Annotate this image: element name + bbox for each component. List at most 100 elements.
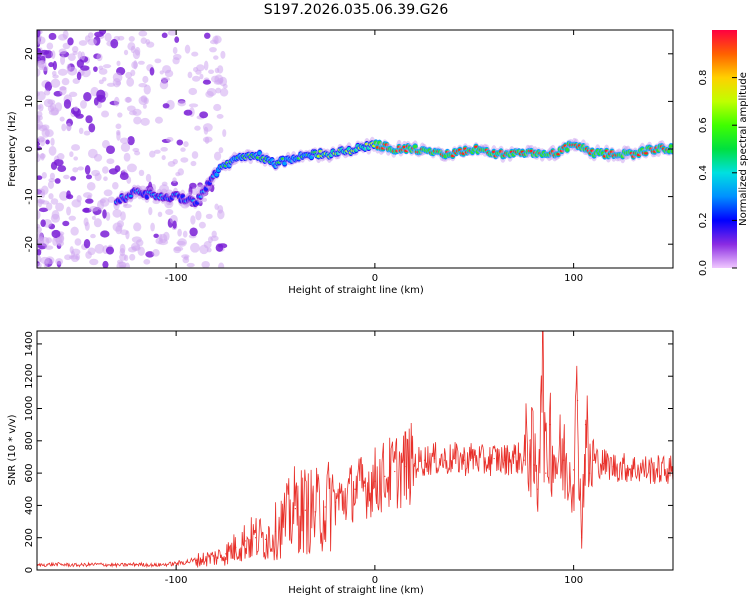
spectrogram-noise-blob <box>191 151 199 159</box>
spectrogram-noise-blob <box>214 203 219 210</box>
y-tick-label: -10 <box>24 188 35 204</box>
spectrogram-noise-blob <box>119 264 125 268</box>
snr-data-point <box>602 462 605 465</box>
spectrogram-noise-blob <box>102 260 109 268</box>
spectrogram-noise-blob <box>140 117 150 126</box>
spectrogram-noise-blob <box>40 256 50 265</box>
spectrogram-noise-blob <box>116 131 121 141</box>
spectrogram-x-ticks: -100 0 100 <box>165 30 583 284</box>
snr-data-point <box>56 563 58 565</box>
spectrogram-noise-blob <box>106 145 115 155</box>
spectrogram-noise-blob <box>50 137 55 146</box>
spectrogram-noise-blob <box>190 242 200 253</box>
spectrogram-noise-blob <box>195 210 202 221</box>
colorbar-tick-label: 0.4 <box>698 165 709 181</box>
snr-data-point <box>374 480 376 482</box>
spectrogram-noise-blob <box>59 116 65 122</box>
spectrogram-ridge-mid <box>257 151 262 156</box>
spectrogram-noise-blob <box>119 172 129 181</box>
y-tick-label: 20 <box>24 47 35 60</box>
spectrogram-noise-blob <box>102 76 107 82</box>
spectrogram-noise-blob <box>124 96 132 103</box>
spectrogram-noise-blob <box>63 174 70 180</box>
spectrogram-noise-blob <box>48 62 54 68</box>
spectrogram-noise-blob <box>174 36 180 43</box>
x-tick-label: 0 <box>372 273 378 284</box>
snr-data-point <box>96 563 98 565</box>
snr-data-point <box>473 456 475 458</box>
spectrogram-noise-blob <box>201 260 210 268</box>
snr-series-line <box>37 331 673 569</box>
spectrogram-noise-blob <box>142 75 149 84</box>
spectrogram-noise-blob <box>56 153 65 161</box>
snr-data-point <box>584 424 587 426</box>
spectrogram-noise-blob <box>84 165 91 175</box>
spectrogram-noise-blob <box>75 113 84 119</box>
spectrogram-noise-blob <box>202 79 212 85</box>
spectrogram-noise-blob <box>38 137 46 142</box>
snr-data-point <box>423 459 426 461</box>
spectrogram-noise-blob <box>222 83 228 89</box>
spectrogram-noise-blob <box>190 215 196 225</box>
spectrogram-noise-blob <box>101 110 110 118</box>
spectrogram-noise-blob <box>41 171 47 179</box>
spectrogram-noise-blob <box>45 139 50 145</box>
spectrogram-noise-blob <box>177 228 182 237</box>
spectrogram-noise-blob <box>103 176 108 182</box>
spectrogram-noise-blob <box>88 123 96 133</box>
snr-data-point <box>394 470 396 473</box>
spectrogram-noise-blob <box>176 139 184 146</box>
spectrogram-noise-blob <box>117 35 125 41</box>
colorbar: 0.0 0.2 0.4 0.6 0.8 Normalized spectral ampl… <box>698 30 749 276</box>
spectrogram-noise-blob <box>191 51 199 57</box>
spectrogram-noise-blob <box>40 236 50 247</box>
spectrogram-noise-blob <box>37 68 41 77</box>
spectrogram-noise-blob <box>46 42 54 50</box>
spectrogram-noise-blob <box>50 198 59 205</box>
spectrogram-noise-blob <box>157 211 163 218</box>
spectrogram-noise-blob <box>80 100 87 109</box>
spectrogram-noise-blob <box>37 141 41 147</box>
spectrogram-noise-blob <box>48 109 59 116</box>
snr-data-point <box>463 459 465 461</box>
spectrogram-noise-blob <box>37 36 46 45</box>
spectrogram-noise-blob <box>59 191 69 201</box>
spectrogram-noise-blob <box>161 155 166 161</box>
spectrogram-noise-blob <box>207 236 213 244</box>
spectrogram-noise-blob <box>74 238 82 246</box>
spectrogram-noise-blob <box>133 116 142 125</box>
spectrogram-ridge-peak <box>128 194 133 198</box>
spectrogram-noise-blob <box>56 240 65 247</box>
spectrogram-noise-blob <box>105 211 111 222</box>
spectrogram-noise-blob <box>132 49 141 60</box>
spectrogram-noise-blob <box>188 103 199 108</box>
snr-data-point <box>549 424 551 426</box>
spectrogram-noise-blob <box>213 79 223 85</box>
spectrogram-noise-blob <box>53 159 64 167</box>
spectrogram-noise-blob <box>216 114 224 119</box>
colorbar-tick-label: 0.8 <box>698 70 709 86</box>
snr-data-point <box>195 559 197 561</box>
spectrogram-noise-blob <box>37 198 46 204</box>
spectrogram-noise-blob <box>112 208 122 218</box>
colorbar-tick-label: 0.2 <box>698 212 709 228</box>
spectrogram-ridge-peak <box>643 152 648 155</box>
spectrogram-noise-blob <box>37 47 41 53</box>
spectrogram-noise-blob <box>71 144 81 151</box>
spectrogram-noise-blob <box>40 153 45 161</box>
spectrogram-noise-blob <box>94 31 104 37</box>
spectrogram-noise-blob <box>49 172 55 180</box>
spectrogram-noise-blob <box>119 137 129 144</box>
snr-data-point <box>523 459 525 461</box>
colorbar-ticks: 0.0 0.2 0.4 0.6 0.8 <box>698 70 737 276</box>
spectrogram-noise-blob <box>116 60 121 67</box>
spectrogram-noise-blob <box>172 158 178 165</box>
spectrogram-noise-blob <box>217 205 224 214</box>
snr-data-point <box>483 461 485 463</box>
spectrogram-y-label: Frequency (Hz) <box>7 111 18 187</box>
snr-y-ticks: 0 200 400 600 800 1000 1200 1400 <box>24 331 673 573</box>
spectrogram-noise-blob <box>180 157 189 163</box>
spectrogram-noise-blob <box>96 89 106 100</box>
spectrogram-noise-blob <box>154 58 162 64</box>
